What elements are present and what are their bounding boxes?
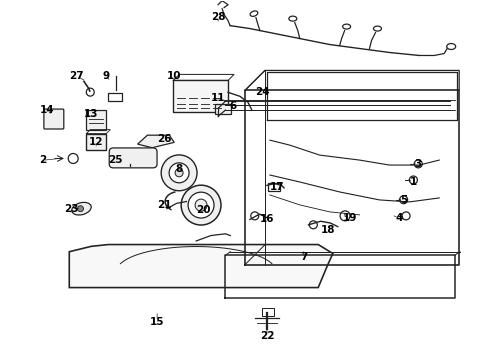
Text: 14: 14	[40, 105, 54, 115]
Ellipse shape	[373, 26, 382, 31]
Text: 20: 20	[196, 206, 211, 216]
Circle shape	[251, 212, 259, 220]
Text: 7: 7	[300, 252, 307, 262]
Text: 9: 9	[102, 71, 109, 81]
Circle shape	[77, 206, 83, 212]
Text: 19: 19	[343, 213, 357, 222]
FancyBboxPatch shape	[109, 148, 157, 168]
Text: 4: 4	[395, 213, 402, 222]
Text: 15: 15	[150, 317, 164, 327]
Text: 23: 23	[65, 204, 79, 214]
Circle shape	[188, 192, 214, 218]
Bar	[108, 93, 122, 101]
Text: 28: 28	[211, 12, 225, 22]
FancyBboxPatch shape	[44, 109, 64, 129]
Text: 10: 10	[167, 71, 181, 81]
Ellipse shape	[289, 16, 297, 21]
Text: 21: 21	[157, 200, 171, 210]
Ellipse shape	[447, 44, 456, 50]
Bar	[262, 308, 274, 316]
Circle shape	[161, 155, 197, 191]
Text: 8: 8	[175, 164, 183, 174]
Ellipse shape	[343, 24, 350, 29]
Text: 12: 12	[89, 138, 103, 147]
Text: 24: 24	[255, 87, 270, 97]
Text: 18: 18	[321, 225, 335, 235]
Circle shape	[400, 196, 408, 204]
Text: 13: 13	[84, 109, 98, 119]
Text: 2: 2	[39, 155, 46, 165]
Bar	[269, 183, 280, 191]
Circle shape	[195, 199, 207, 211]
Polygon shape	[69, 244, 333, 288]
Circle shape	[169, 163, 189, 183]
Text: 1: 1	[410, 177, 417, 187]
Circle shape	[410, 176, 417, 184]
Circle shape	[414, 160, 422, 168]
Ellipse shape	[250, 11, 258, 16]
Circle shape	[402, 212, 410, 220]
Polygon shape	[86, 110, 106, 130]
Text: 25: 25	[108, 155, 123, 165]
Polygon shape	[138, 135, 174, 148]
Circle shape	[309, 221, 318, 229]
Text: 26: 26	[157, 134, 171, 144]
Text: 11: 11	[211, 93, 225, 103]
Ellipse shape	[72, 202, 91, 215]
Text: 3: 3	[415, 159, 422, 169]
Text: 6: 6	[229, 102, 236, 112]
Bar	[173, 80, 228, 112]
Circle shape	[340, 211, 350, 221]
Text: 27: 27	[69, 71, 84, 81]
Bar	[215, 104, 231, 114]
Text: 17: 17	[270, 182, 284, 192]
Circle shape	[181, 185, 221, 225]
Circle shape	[175, 169, 183, 177]
Bar	[86, 134, 106, 149]
Text: 5: 5	[400, 195, 407, 205]
Circle shape	[68, 153, 78, 163]
Circle shape	[86, 88, 94, 96]
Text: 22: 22	[260, 331, 274, 341]
Text: 16: 16	[260, 215, 274, 224]
